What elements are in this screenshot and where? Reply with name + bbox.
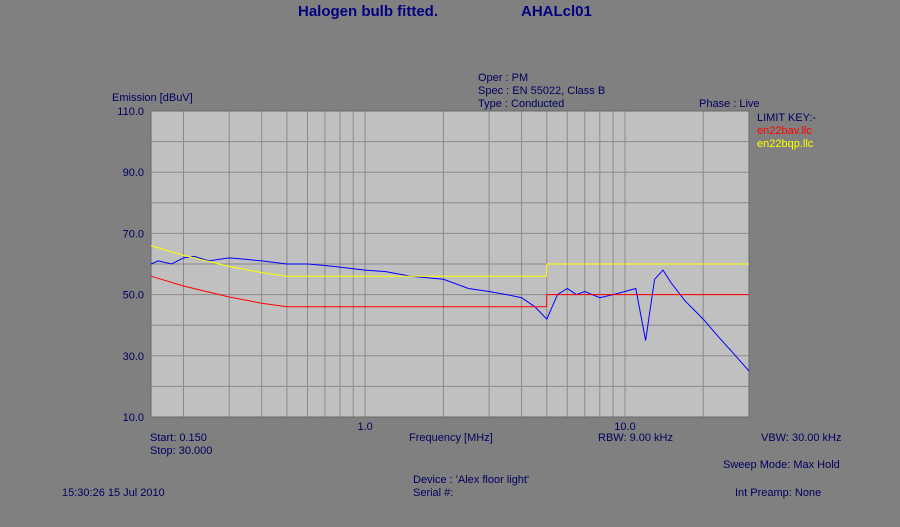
type-label: Type : Conducted <box>478 98 565 110</box>
stop-frequency: Stop: 30.000 <box>150 445 213 457</box>
x-tick-label: 10.0 <box>614 421 635 433</box>
chart-title: Halogen bulb fitted. <box>298 3 438 20</box>
device-label: Device : 'Alex floor light' <box>413 474 530 486</box>
spec-label: Spec : EN 55022, Class B <box>478 85 606 97</box>
emission-trace <box>150 255 750 372</box>
limit-key-qp: en22bqp.llc <box>757 138 814 150</box>
y-tick-label: 10.0 <box>123 412 144 424</box>
y-axis-label: Emission [dBuV] <box>112 92 193 104</box>
avg-limit-line <box>150 275 749 308</box>
sweep-mode-label: Sweep Mode: Max Hold <box>723 459 840 471</box>
x-tick-label: 1.0 <box>357 421 372 433</box>
y-tick-label: 50.0 <box>123 290 144 302</box>
rbw-label: RBW: 9.00 kHz <box>598 432 673 444</box>
x-axis-label: Frequency [MHz] <box>409 432 493 444</box>
timestamp: 15:30:26 15 Jul 2010 <box>62 487 165 499</box>
start-frequency: Start: 0.150 <box>150 432 207 444</box>
preamp-label: Int Preamp: None <box>735 487 822 499</box>
serial-label: Serial #: <box>413 487 454 499</box>
phase-label: Phase : Live <box>699 98 760 110</box>
oper-label: Oper : PM <box>478 72 529 84</box>
qp-limit-line <box>150 245 749 277</box>
y-tick-label: 30.0 <box>123 351 144 363</box>
y-tick-label: 110.0 <box>117 106 144 118</box>
y-tick-label: 70.0 <box>123 228 144 240</box>
limit-key-avg: en22bav.llc <box>757 125 812 137</box>
file-id: AHALcl01 <box>521 3 592 20</box>
limit-key-title: LIMIT KEY:- <box>757 112 817 124</box>
y-tick-label: 90.0 <box>123 167 144 179</box>
vbw-label: VBW: 30.00 kHz <box>761 432 842 444</box>
